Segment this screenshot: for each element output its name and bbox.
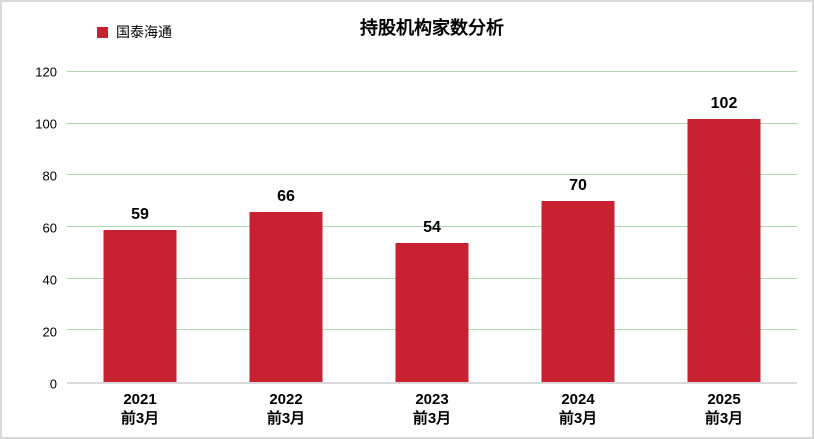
x-axis-label-2024: 2024 前3月 — [558, 391, 598, 427]
bar-value-label-2021: 59 — [131, 205, 149, 223]
legend-label: 国泰海通 — [116, 24, 172, 40]
bar-2023 — [395, 242, 469, 382]
y-axis-tick-60: 60 — [42, 220, 57, 236]
bar-2024 — [541, 201, 615, 382]
legend: 国泰海通 — [97, 22, 172, 42]
y-axis-tick-20: 20 — [42, 324, 57, 340]
gridline-100 — [67, 122, 797, 124]
gridline-60 — [67, 226, 797, 227]
bar-value-label-2025: 102 — [710, 94, 738, 112]
y-axis-tick-0: 0 — [49, 376, 57, 392]
x-axis: 2021 前3月 2022 前3月 2023 前3月 2024 前3月 2025 前3月 — [67, 390, 797, 434]
bar-value-label-2024: 70 — [569, 177, 587, 195]
chart-title: 持股机构家数分析 — [360, 18, 504, 38]
bar-value-label-2022: 66 — [277, 187, 295, 205]
x-axis-label-2022: 2022 前3月 — [266, 391, 306, 427]
y-axis-tick-40: 40 — [42, 272, 57, 288]
bar-2025 — [687, 118, 761, 382]
y-axis-tick-120: 120 — [35, 64, 57, 80]
plot-area: 59 66 54 70 102 — [67, 71, 797, 384]
bar-value-label-2023: 54 — [423, 218, 441, 236]
x-axis-label-2025: 2025 前3月 — [704, 391, 744, 427]
x-axis-label-2023: 2023 前3月 — [412, 391, 452, 427]
gridline-80 — [67, 174, 797, 176]
y-axis-tick-80: 80 — [42, 168, 57, 184]
legend-swatch-icon — [97, 26, 108, 38]
y-axis: 0 20 40 60 80 100 120 — [2, 66, 57, 391]
x-axis-label-2021: 2021 前3月 — [120, 391, 160, 427]
bar-2021 — [103, 229, 177, 382]
y-axis-tick-100: 100 — [35, 116, 57, 132]
gridline-120 — [67, 71, 797, 72]
bar-2022 — [249, 211, 323, 382]
